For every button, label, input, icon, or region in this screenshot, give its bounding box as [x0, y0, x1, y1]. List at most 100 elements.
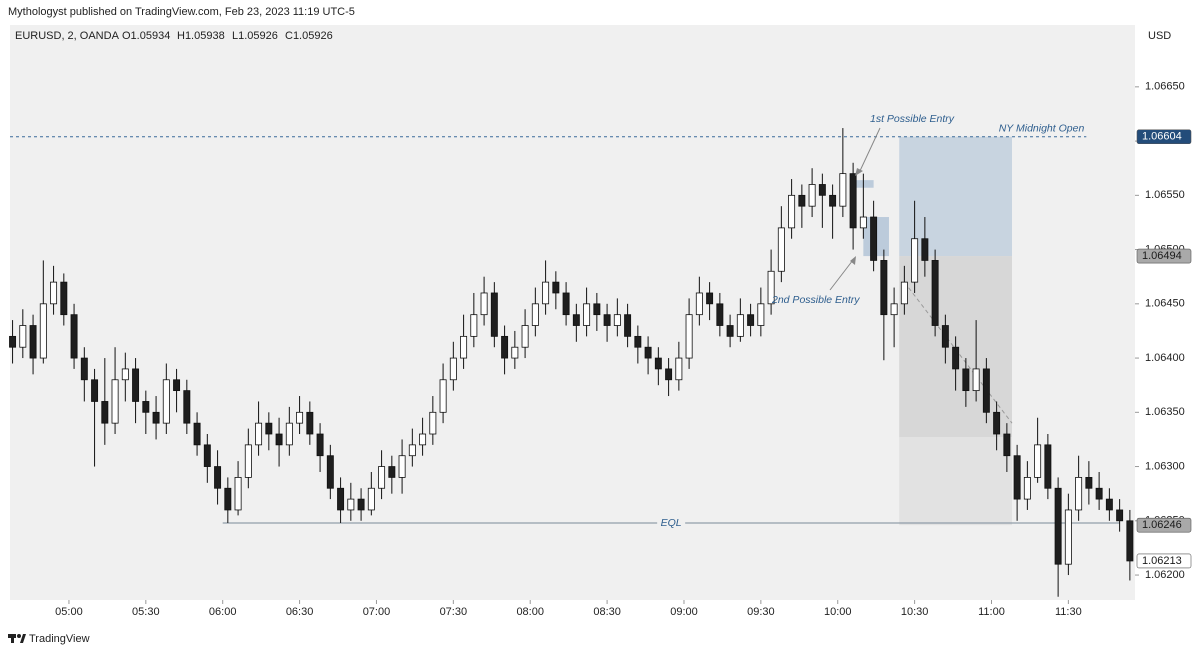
candle-body	[511, 346, 519, 359]
x-tick-label: 06:00	[209, 606, 237, 618]
candle-body	[726, 325, 734, 337]
candle-body	[111, 379, 119, 424]
candle-body	[1023, 477, 1031, 500]
candle-body	[531, 303, 539, 326]
candle-body	[818, 184, 826, 196]
candle-body	[931, 260, 939, 326]
candle-body	[39, 303, 47, 359]
x-tick-label: 05:00	[55, 606, 83, 618]
candle-body	[1075, 477, 1083, 511]
candle-body	[952, 346, 960, 370]
logo: TradingView	[8, 633, 90, 645]
y-tick-label: 1.06400	[1145, 352, 1185, 364]
publisher: Mythologyst published on TradingView.com…	[8, 6, 355, 18]
ohlc-close: C1.05926	[285, 30, 333, 42]
x-tick-label: 06:30	[286, 606, 314, 618]
annotation: 1st Possible Entry	[870, 113, 955, 125]
y-tick-label: 1.06650	[1145, 81, 1185, 93]
candle-body	[593, 303, 601, 316]
candle-body	[572, 314, 580, 326]
candle-body	[777, 227, 785, 272]
x-tick-label: 10:30	[901, 606, 929, 618]
candle-body	[326, 455, 334, 489]
candle-body	[1116, 509, 1124, 522]
candle-body	[675, 357, 683, 381]
candle-body	[121, 368, 129, 381]
x-tick-label: 08:30	[593, 606, 621, 618]
candle-body	[890, 303, 898, 316]
candle-body	[767, 270, 775, 305]
candle-body	[624, 314, 632, 337]
brand: TradingView	[29, 633, 90, 645]
candle-body	[70, 314, 78, 359]
x-tick-label: 08:00	[516, 606, 544, 618]
candle-body	[1013, 455, 1021, 500]
candle-body	[337, 487, 345, 511]
arrow-head	[855, 168, 863, 176]
level-label-bg	[657, 516, 686, 529]
candle-body	[880, 260, 888, 316]
price-label: 1.06213	[1142, 555, 1182, 567]
candle-body	[685, 314, 693, 359]
x-tick-label: 09:00	[670, 606, 698, 618]
candle-body	[224, 487, 232, 511]
currency: USD	[1148, 30, 1171, 42]
candle-body	[552, 281, 560, 294]
candle-body	[388, 466, 396, 478]
price-label-box	[1136, 553, 1192, 569]
candle-body	[285, 422, 293, 446]
candle-body	[501, 335, 509, 359]
zone	[899, 437, 1012, 526]
x-tick-label: 11:00	[978, 606, 1005, 618]
candle-body	[542, 281, 550, 305]
annotation: 2nd Possible Entry	[771, 294, 860, 306]
candle-body	[265, 422, 273, 435]
x-tick-label: 07:30	[440, 606, 468, 618]
ohlc-low: L1.05926	[232, 30, 278, 42]
candle-body	[50, 281, 58, 305]
candle-body	[665, 368, 673, 381]
candle-body	[91, 379, 99, 402]
candle-body	[316, 433, 324, 457]
candle-body	[1064, 509, 1072, 565]
candle-body	[993, 411, 1001, 435]
candle-body	[695, 292, 703, 316]
y-tick-label: 1.06450	[1145, 298, 1185, 310]
candle-body	[19, 325, 27, 348]
candle-body	[460, 335, 468, 359]
candle-body	[654, 357, 662, 370]
x-tick-label: 07:00	[363, 606, 391, 618]
zone	[899, 136, 1012, 257]
candle-body	[1126, 520, 1134, 562]
candle-body	[921, 238, 929, 261]
candle-body	[798, 194, 806, 207]
y-tick-label: 1.06300	[1145, 460, 1185, 472]
candle-body	[193, 422, 201, 446]
candle-body	[521, 325, 529, 348]
candle-body	[562, 292, 570, 316]
level-label: NY Midnight Open	[999, 123, 1085, 135]
candle-body	[214, 466, 222, 489]
y-tick-label: 1.06200	[1145, 569, 1185, 581]
candle-body	[470, 314, 478, 337]
candle-body	[644, 346, 652, 359]
candle-body	[162, 379, 170, 424]
ohlc-high: H1.05938	[177, 30, 225, 42]
candle-body	[634, 335, 642, 348]
candle-body	[378, 466, 386, 489]
candle-body	[244, 444, 252, 478]
candle-body	[808, 184, 816, 207]
candle-body	[275, 433, 283, 446]
candle-body	[941, 325, 949, 348]
logo-mark	[11, 634, 14, 643]
candle-body	[439, 379, 447, 413]
annotation-arrow	[829, 259, 854, 291]
candle-body	[101, 401, 109, 424]
candle-body	[747, 314, 755, 326]
candle-body	[480, 292, 488, 316]
candle-body	[9, 335, 17, 348]
candle-body	[173, 379, 181, 392]
candle-body	[583, 303, 591, 326]
candle-body	[357, 498, 365, 511]
candle-body	[80, 357, 88, 381]
